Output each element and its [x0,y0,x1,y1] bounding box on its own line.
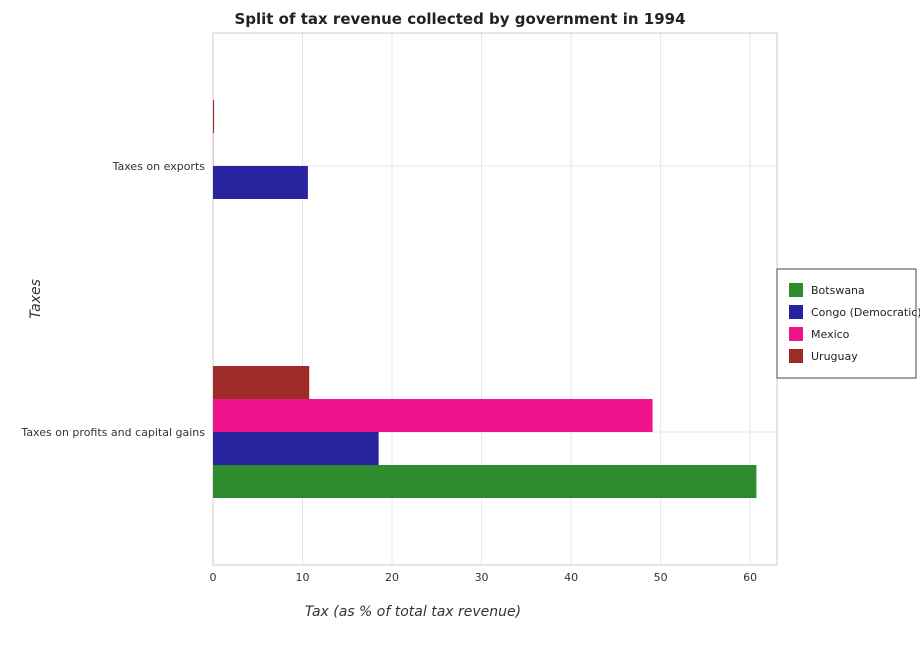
x-tick-label: 10 [296,571,310,584]
x-tick-label: 50 [654,571,668,584]
y-tick-labels: Taxes on exports Taxes on profits and cap… [20,160,205,439]
x-tick-label: 0 [210,571,217,584]
legend: Botswana Congo (Democratic) Mexico Uruguay [776,268,920,379]
legend-swatch [789,283,803,297]
legend-label: Mexico [811,328,850,341]
y-axis-label: Taxes [28,279,44,319]
x-tick-label: 20 [385,571,399,584]
legend-label: Uruguay [811,350,858,363]
bars [213,100,757,498]
bar [213,465,757,498]
legend-swatch [789,349,803,363]
legend-swatch [789,305,803,319]
chart-title: Split of tax revenue collected by govern… [234,10,685,28]
bar [213,432,379,465]
bar [213,166,308,199]
bar [213,399,653,432]
bar [213,366,310,399]
bar [213,100,215,133]
legend-swatch [789,327,803,341]
y-tick-label: Taxes on profits and capital gains [20,426,205,439]
x-axis-label: Tax (as % of total tax revenue) [305,604,521,620]
x-tick-labels: 0 10 20 30 40 50 60 [210,571,758,584]
legend-label: Congo (Democratic) [811,306,920,319]
x-tick-label: 60 [743,571,757,584]
legend-label: Botswana [811,284,865,297]
x-tick-label: 30 [475,571,489,584]
x-tick-label: 40 [564,571,578,584]
y-tick-label: Taxes on exports [112,160,206,173]
